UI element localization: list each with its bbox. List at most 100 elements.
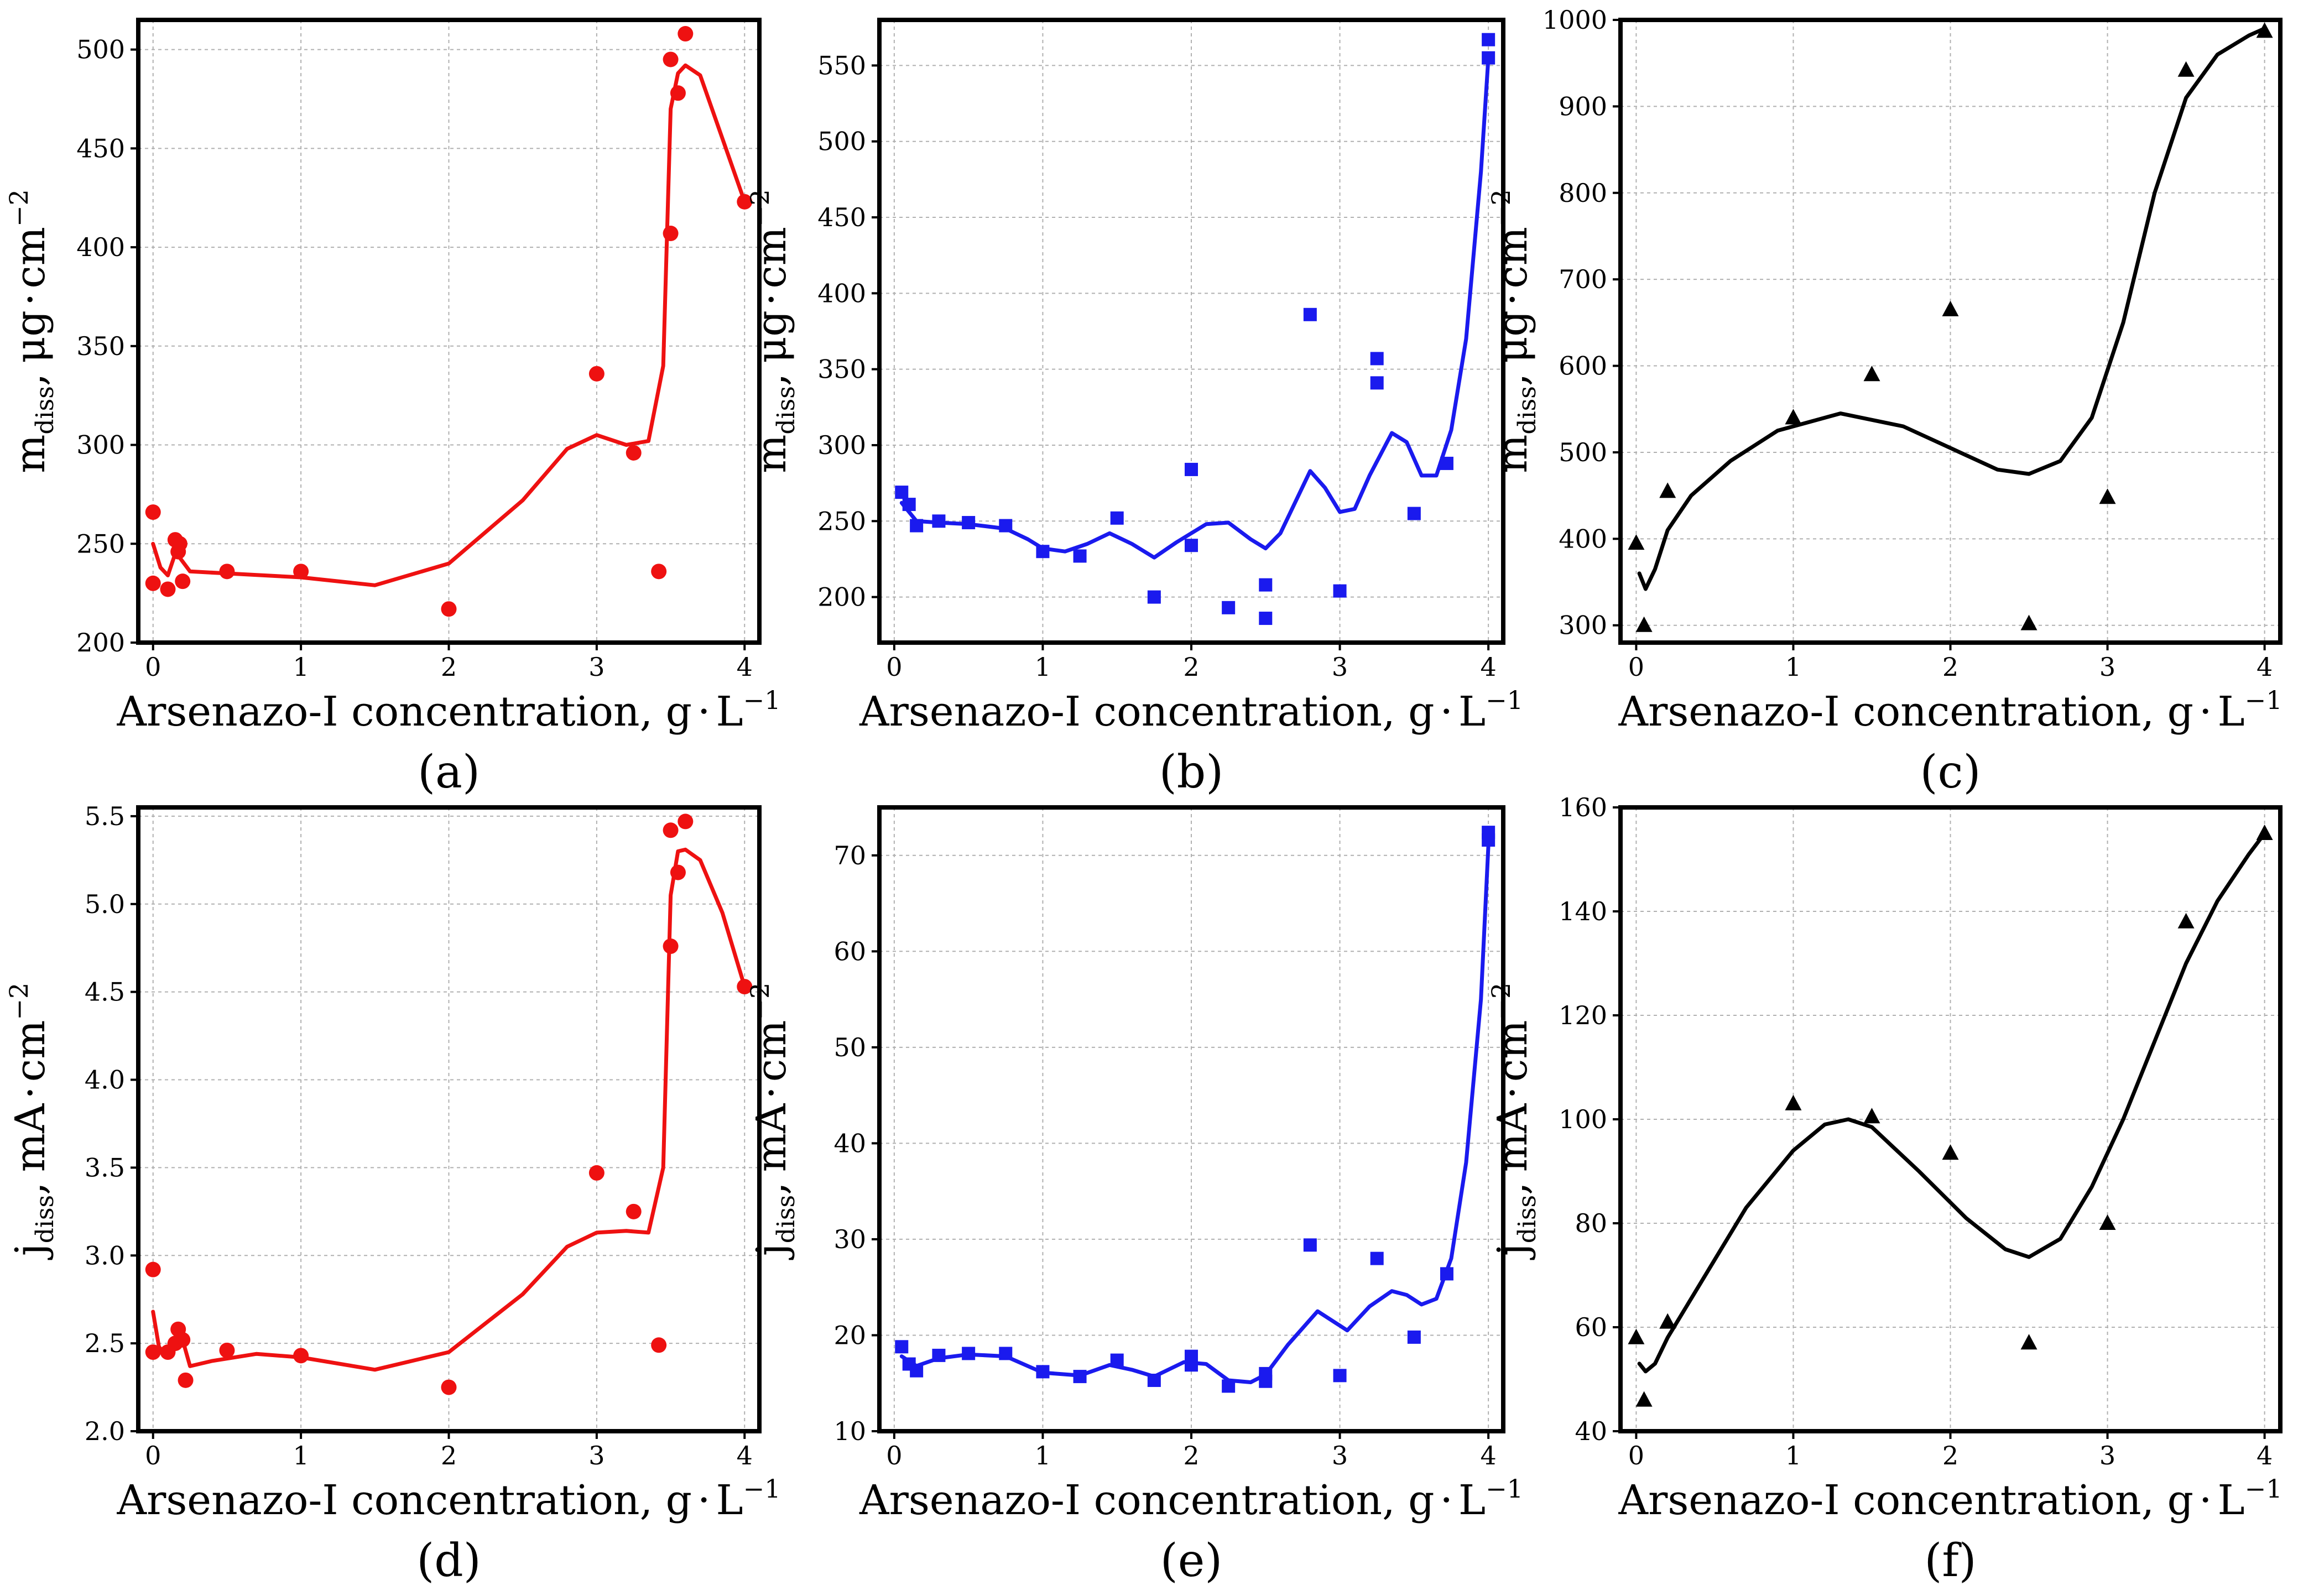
data-point — [1785, 409, 1802, 425]
data-point — [2177, 61, 2195, 77]
panel-caption: (b) — [1159, 746, 1223, 799]
y-tick-label: 500 — [1559, 437, 1607, 467]
data-point — [932, 1348, 946, 1362]
fit-curve — [1637, 27, 2267, 591]
data-point — [626, 445, 642, 461]
y-axis-label: jdiss,mA·cm−2 — [4, 983, 59, 1260]
y-tick-label: 5.5 — [85, 801, 125, 831]
y-tick-label: 20 — [833, 1320, 866, 1350]
data-point — [1110, 511, 1124, 525]
data-point — [678, 813, 694, 830]
data-point — [219, 564, 235, 580]
y-tick-label: 500 — [817, 127, 866, 157]
data-point — [1863, 1108, 1880, 1124]
data-point — [1073, 1370, 1087, 1384]
data-point — [293, 1348, 309, 1364]
data-point — [2099, 488, 2116, 504]
y-axis-label: mdiss,μg·cm−2 — [745, 189, 800, 473]
x-tick-label: 0 — [886, 1441, 902, 1470]
data-point — [1259, 612, 1273, 625]
x-tick-label: 2 — [1183, 1441, 1199, 1470]
panel-caption: (e) — [1160, 1535, 1223, 1587]
data-point — [910, 519, 924, 533]
y-tick-label: 300 — [817, 430, 866, 460]
data-point — [737, 979, 753, 995]
data-point — [1036, 1365, 1050, 1379]
data-point — [1863, 366, 1880, 382]
data-point — [293, 564, 309, 580]
x-tick-label: 0 — [1628, 1441, 1644, 1470]
x-tick-label: 4 — [1481, 652, 1497, 682]
data-point — [145, 1344, 161, 1360]
y-tick-label: 550 — [817, 50, 866, 80]
chart-panel-b: 0 1 2 3 4 200 250 300 350 400 450 500 550 Arsenazo-I … — [745, 18, 1523, 799]
x-tick-label: 2 — [1942, 652, 1958, 682]
y-tick-label: 200 — [76, 628, 125, 658]
y-tick-label: 3.5 — [85, 1152, 125, 1182]
y-tick-label: 4.0 — [85, 1065, 125, 1095]
y-tick-label: 40 — [1575, 1416, 1607, 1446]
y-tick-label: 450 — [817, 202, 866, 232]
y-tick-label: 5.0 — [85, 889, 125, 919]
x-tick-label: 1 — [1035, 652, 1051, 682]
y-tick-label: 300 — [1559, 611, 1607, 640]
chart-panel-f: 0 1 2 3 4 40 60 80 100 120 140 160 Arsenazo-I concen… — [1486, 792, 2283, 1587]
data-point — [999, 519, 1013, 533]
data-point — [1185, 539, 1198, 552]
data-point — [1303, 1238, 1317, 1252]
data-point — [1482, 33, 1495, 46]
y-tick-label: 4.5 — [85, 977, 125, 1007]
x-tick-label: 4 — [737, 652, 753, 682]
x-axis-label: Arsenazo-I concentration, g · L−1 — [117, 685, 781, 736]
data-point — [1659, 1313, 1676, 1329]
x-tick-label: 3 — [2099, 652, 2115, 682]
y-tick-label: 900 — [1559, 91, 1607, 121]
data-point — [588, 1165, 605, 1181]
y-tick-label: 800 — [1559, 178, 1607, 208]
data-point — [932, 514, 946, 528]
data-point — [175, 573, 191, 590]
x-tick-label: 4 — [737, 1441, 753, 1470]
y-tick-label: 400 — [817, 278, 866, 308]
x-tick-label: 2 — [441, 1441, 457, 1470]
x-axis-label: Arsenazo-I concentration, g · L−1 — [1618, 1474, 2283, 1524]
y-axis-label: mdiss,μg·cm−2 — [4, 189, 59, 473]
x-axis-label: Arsenazo-I concentration, g · L−1 — [859, 1474, 1523, 1524]
x-tick-label: 3 — [1332, 1441, 1348, 1470]
y-tick-label: 400 — [76, 232, 125, 262]
data-point — [1036, 545, 1050, 559]
data-point — [1482, 51, 1495, 65]
y-tick-label: 1000 — [1543, 5, 1607, 35]
data-point — [663, 822, 679, 838]
data-point — [1370, 352, 1384, 366]
x-tick-label: 3 — [588, 652, 605, 682]
data-point — [1185, 1358, 1198, 1372]
data-point — [962, 1347, 976, 1360]
y-tick-label: 2.0 — [85, 1416, 125, 1446]
data-point — [1370, 376, 1384, 390]
plot-frame — [1618, 18, 2283, 645]
chart-panel-e: 0 1 2 3 4 10 20 30 40 50 60 70 Arsenazo-I concentrat… — [745, 805, 1523, 1587]
data-point — [145, 575, 161, 591]
x-tick-label: 1 — [1035, 1441, 1051, 1470]
fit-curve — [899, 56, 1491, 560]
y-tick-label: 450 — [76, 133, 125, 163]
data-point — [441, 1379, 457, 1395]
data-point — [1440, 1267, 1453, 1281]
chart-panel-d: 0 1 2 3 4 2.0 2.5 3.0 3.5 4.0 4.5 5.0 5.5 Arsenazo-I … — [4, 801, 780, 1587]
data-point — [1785, 1094, 1802, 1110]
data-point — [1222, 1379, 1236, 1393]
data-point — [678, 26, 694, 42]
data-point — [663, 51, 679, 67]
plot-frame — [136, 18, 762, 645]
data-point — [1482, 833, 1495, 847]
x-tick-label: 0 — [886, 652, 902, 682]
data-point — [1440, 456, 1453, 470]
y-tick-label: 30 — [833, 1224, 866, 1254]
data-point — [1185, 462, 1198, 476]
x-axis-label: Arsenazo-I concentration, g · L−1 — [859, 685, 1523, 736]
y-axis-label: jdiss,mA·cm−2 — [745, 983, 800, 1260]
panel-caption: (d) — [416, 1535, 481, 1587]
chart-panel-a: 0 1 2 3 4 200 250 300 350 400 450 500 Arsenazo-I con… — [4, 18, 781, 799]
